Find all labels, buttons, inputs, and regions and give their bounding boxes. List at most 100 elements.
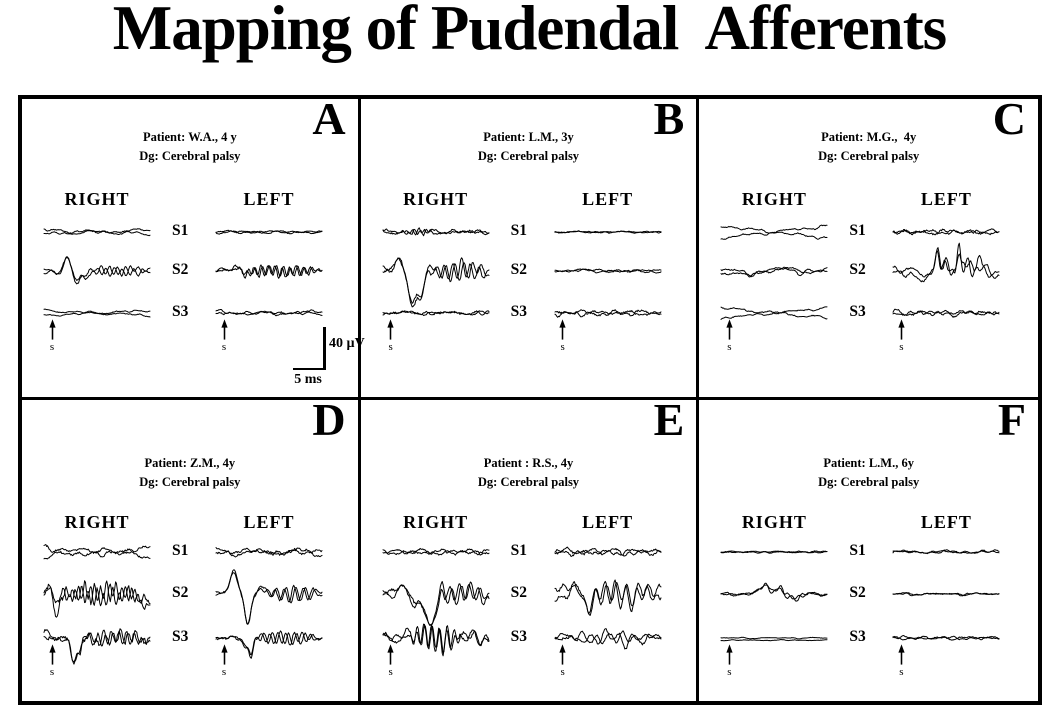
patient-line: Patient: L.M., 3y	[483, 130, 574, 144]
panel-letter: C	[992, 93, 1026, 144]
segment-label-s1: S1	[849, 222, 866, 239]
waveform-right-s3	[382, 623, 490, 657]
panel: D Patient: Z.M., 4y Dg: Cerebral palsy R…	[22, 394, 361, 701]
waveform-left-s2	[554, 268, 662, 274]
patient-info: Patient : R.S., 4y Dg: Cerebral palsy	[361, 454, 697, 492]
stimulus-arrow-icon	[387, 319, 394, 340]
waveform-left-s2	[215, 569, 323, 625]
panel-letter: B	[653, 93, 685, 144]
panel: F Patient: L.M., 6y Dg: Cerebral palsy R…	[699, 394, 1038, 701]
waveform-right-s3	[43, 628, 151, 665]
column-header-right: RIGHT	[403, 512, 469, 532]
stimulus-arrow-icon	[559, 644, 566, 665]
stimulus-marker-right: s	[45, 643, 59, 678]
waveform-left-s2	[892, 592, 1000, 597]
stimulus-arrow-icon	[898, 644, 905, 665]
stimulus-label: s	[388, 341, 393, 353]
segment-label-s1: S1	[510, 542, 528, 559]
diagnosis-line: Dg: Cerebral palsy	[477, 475, 580, 489]
waveform-left-s1	[554, 546, 662, 557]
stimulus-arrow-icon	[48, 319, 56, 340]
stimulus-arrow-icon	[220, 644, 228, 665]
stimulus-marker-left: s	[556, 318, 570, 353]
stimulus-label: s	[727, 341, 732, 353]
diagnosis-line: Dg: Cerebral palsy	[139, 475, 241, 489]
waveform-left-s2	[554, 579, 662, 616]
segment-label-s2: S2	[172, 261, 189, 278]
waveform-right-s1	[382, 547, 490, 556]
column-header-left: LEFT	[582, 512, 634, 532]
stimulus-marker-left: s	[217, 643, 231, 678]
stimulus-arrow-icon	[387, 644, 394, 665]
time-scale-label: 5 ms	[294, 372, 322, 387]
column-header-left: LEFT	[243, 512, 295, 532]
segment-label-s3: S3	[172, 303, 189, 320]
waveform-right-s1	[43, 228, 151, 237]
waveform-left-s1	[892, 549, 1000, 555]
panel-letter: A	[312, 93, 346, 144]
waveform-right-s1	[720, 224, 828, 240]
diagnosis-line: Dg: Cerebral palsy	[818, 475, 920, 489]
stimulus-label: s	[221, 666, 227, 678]
segment-label-s3: S3	[172, 628, 189, 645]
stimulus-arrow-icon	[726, 644, 733, 665]
segment-label-s1: S1	[172, 222, 189, 239]
stimulus-label: s	[49, 666, 55, 678]
waveform-right-s1	[382, 227, 490, 237]
segment-label-s2: S2	[849, 584, 866, 601]
waveform-right-s2	[43, 256, 151, 285]
stimulus-marker-left: s	[556, 643, 570, 678]
stimulus-arrow-icon	[559, 319, 566, 340]
stimulus-label: s	[560, 341, 565, 353]
column-header-right: RIGHT	[741, 512, 807, 532]
waveform-left-s3	[554, 309, 662, 318]
patient-line: Patient: W.A., 4 y	[142, 130, 237, 144]
patient-info: Patient: L.M., 6y Dg: Cerebral palsy	[699, 454, 1038, 492]
column-header-left: LEFT	[582, 189, 634, 209]
stimulus-marker-right: s	[722, 318, 736, 353]
waveform-right-s3	[382, 310, 490, 316]
segment-label-s2: S2	[849, 261, 866, 278]
stimulus-label: s	[560, 666, 565, 678]
segment-label-s3: S3	[849, 628, 866, 645]
patient-line: Patient: Z.M., 4y	[144, 456, 236, 470]
voltage-scale-bar	[323, 327, 326, 370]
stimulus-marker-right: s	[384, 643, 398, 678]
column-header-left: LEFT	[243, 189, 295, 209]
figure-panels-frame: A Patient: W.A., 4 y Dg: Cerebral palsy …	[18, 93, 1042, 705]
stimulus-arrow-icon	[220, 319, 228, 340]
column-header-right: RIGHT	[403, 189, 469, 209]
column-header-right: RIGHT	[64, 512, 130, 532]
panel: C Patient: M.G., 4y Dg: Cerebral palsy R…	[699, 93, 1038, 400]
column-header-left: LEFT	[920, 189, 972, 209]
waveform-right-s2	[720, 266, 828, 278]
segment-label-s1: S1	[172, 542, 189, 559]
waveform-right-s2	[382, 257, 490, 308]
patient-info: Patient: W.A., 4 y Dg: Cerebral palsy	[22, 128, 358, 166]
waveform-right-s2	[43, 580, 151, 618]
panel-letter: D	[312, 394, 346, 445]
segment-label-s3: S3	[510, 303, 528, 320]
stimulus-marker-right: s	[384, 318, 398, 353]
column-header-left: LEFT	[920, 512, 972, 532]
patient-info: Patient: L.M., 3y Dg: Cerebral palsy	[361, 128, 697, 166]
stimulus-label: s	[899, 666, 904, 678]
stimulus-marker-right: s	[722, 643, 736, 678]
diagnosis-line: Dg: Cerebral palsy	[818, 149, 920, 163]
segment-label-s3: S3	[510, 628, 528, 645]
patient-line: Patient: L.M., 6y	[823, 456, 914, 470]
waveform-left-s3	[215, 309, 323, 317]
segment-label-s2: S2	[510, 584, 528, 601]
waveform-left-s3	[215, 630, 323, 659]
diagnosis-line: Dg: Cerebral palsy	[139, 149, 241, 163]
waveform-left-s3	[554, 628, 662, 650]
waveform-left-s2	[892, 242, 1000, 283]
figure-title: Mapping of Pudendal Afferents	[112, 0, 947, 63]
stimulus-arrow-icon	[898, 319, 905, 340]
waveform-right-s3	[720, 636, 828, 642]
patient-line: Patient: M.G., 4y	[821, 130, 917, 144]
segment-label-s2: S2	[510, 261, 528, 278]
voltage-scale-label: 40 µV	[329, 336, 365, 351]
waveform-right-s1	[43, 544, 151, 560]
panel: E Patient : R.S., 4y Dg: Cerebral palsy …	[361, 394, 700, 701]
